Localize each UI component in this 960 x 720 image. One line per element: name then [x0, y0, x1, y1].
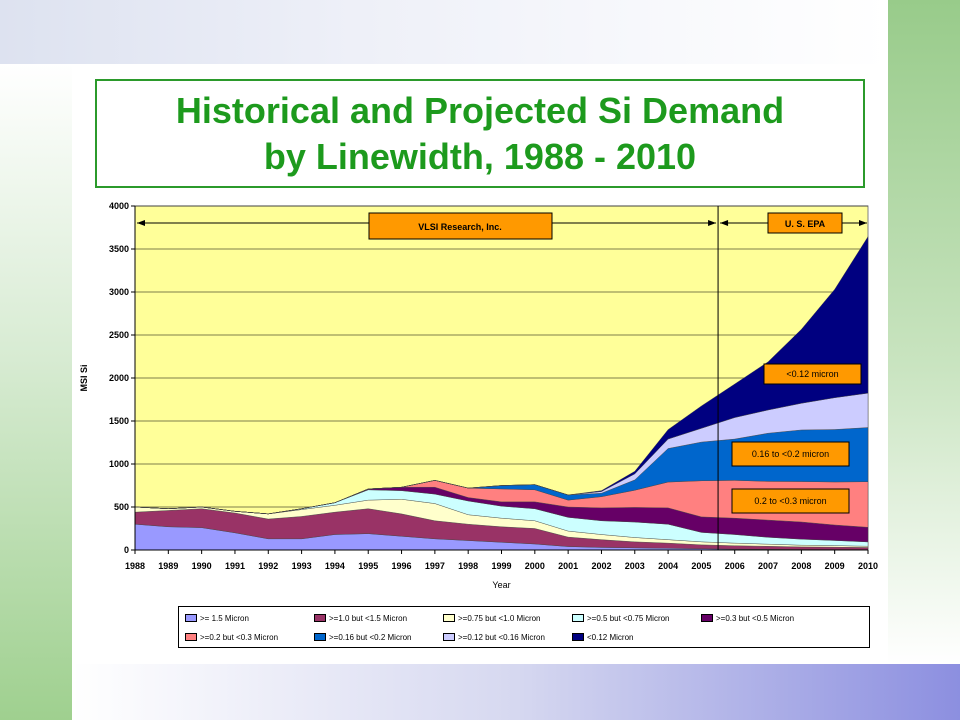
x-axis-label: Year	[492, 580, 510, 590]
legend-item: >=0.75 but <1.0 Micron	[443, 614, 572, 623]
y-tick-label: 3500	[109, 244, 129, 254]
right-accent-bar	[888, 0, 960, 664]
callout-lt-0-12-label: <0.12 micron	[786, 369, 838, 379]
source-left-arrowhead-end	[708, 220, 717, 226]
x-tick-label: 2010	[858, 561, 878, 571]
x-tick-label: 2008	[791, 561, 811, 571]
legend-swatch	[185, 633, 197, 641]
callout-0-2-0-3-label: 0.2 to <0.3 micron	[754, 496, 826, 506]
x-tick-label: 1994	[325, 561, 345, 571]
left-accent-bar	[0, 64, 72, 720]
title-line-2: by Linewidth, 1988 - 2010	[263, 135, 697, 177]
y-tick-label: 3000	[109, 287, 129, 297]
source-left-box	[368, 212, 553, 240]
x-tick-label: 2000	[525, 561, 545, 571]
y-tick-label: 1000	[109, 459, 129, 469]
source-left-arrowhead-start	[137, 220, 145, 226]
x-tick-label: 1989	[158, 561, 178, 571]
x-tick-label: 1990	[192, 561, 212, 571]
x-tick-label: 2001	[558, 561, 578, 571]
source-right-label: U. S. EPA	[785, 219, 826, 229]
callout-0-16-0-2-label: 0.16 to <0.2 micron	[752, 449, 829, 459]
legend-item: <0.12 Micron	[572, 633, 701, 642]
y-tick-label: 4000	[109, 201, 129, 211]
legend-item: >=0.3 but <0.5 Micron	[701, 614, 830, 623]
legend-label: >=1.0 but <1.5 Micron	[329, 613, 408, 623]
legend-item: >=0.5 but <0.75 Micron	[572, 614, 701, 623]
legend-swatch	[701, 614, 713, 622]
y-axis-label: MSI Si	[79, 364, 89, 391]
legend-swatch	[443, 633, 455, 641]
y-tick-label: 2500	[109, 330, 129, 340]
y-tick-label: 1500	[109, 416, 129, 426]
area-series-9	[134, 235, 869, 515]
x-tick-label: 2002	[591, 561, 611, 571]
legend-item: >=0.12 but <0.16 Micron	[443, 633, 572, 642]
callout-0-2-0-3-box	[731, 488, 850, 514]
x-tick-label: 2003	[625, 561, 645, 571]
x-tick-label: 1993	[292, 561, 312, 571]
x-tick-label: 1999	[491, 561, 511, 571]
legend-swatch	[572, 633, 584, 641]
legend-swatch	[185, 614, 197, 622]
x-tick-label: 2005	[691, 561, 711, 571]
stacked-area-chart: 0 500 1000 1500 2000 2500 3000 3500 4000 1988 1989…	[79, 201, 878, 590]
legend-label: >=0.3 but <0.5 Micron	[716, 613, 795, 623]
title-line-1: Historical and Projected Si Demand	[175, 89, 785, 131]
legend-item: >=1.0 but <1.5 Micron	[314, 614, 443, 623]
legend-item: >=0.2 but <0.3 Micron	[185, 633, 314, 642]
callout-lt-0-12-box	[763, 363, 862, 385]
legend-swatch	[443, 614, 455, 622]
x-tick-label: 2004	[658, 561, 678, 571]
legend-item: >= 1.5 Micron	[185, 614, 314, 623]
x-tick-label: 2009	[825, 561, 845, 571]
source-right-box	[767, 212, 843, 234]
legend-label: >= 1.5 Micron	[200, 613, 249, 623]
legend-swatch	[314, 633, 326, 641]
x-tick-label: 1997	[425, 561, 445, 571]
top-accent-bar	[0, 0, 888, 64]
source-left-label: VLSI Research, Inc.	[418, 222, 502, 232]
legend-item: >=0.16 but <0.2 Micron	[314, 633, 443, 642]
x-tick-label: 1992	[258, 561, 278, 571]
y-tick-label: 2000	[109, 373, 129, 383]
x-tick-label: 1995	[358, 561, 378, 571]
callout-0-16-0-2-box	[731, 441, 850, 467]
slide-title: Historical and Projected Si Demand by Li…	[95, 79, 865, 188]
legend-label: >=0.12 but <0.16 Micron	[458, 632, 545, 642]
legend-swatch	[572, 614, 584, 622]
x-tick-label: 2007	[758, 561, 778, 571]
bottom-accent-bar	[72, 664, 960, 720]
legend-swatch	[314, 614, 326, 622]
chart-legend: >= 1.5 Micron >=1.0 but <1.5 Micron >=0.75…	[178, 606, 870, 648]
y-tick-label: 500	[114, 502, 129, 512]
y-tick-label: 0	[124, 545, 129, 555]
legend-label: >=0.16 but <0.2 Micron	[329, 632, 412, 642]
legend-label: >=0.5 but <0.75 Micron	[587, 613, 670, 623]
legend-label: >=0.2 but <0.3 Micron	[200, 632, 279, 642]
source-right-arrowhead-start	[720, 220, 729, 226]
legend-label: >=0.75 but <1.0 Micron	[458, 613, 541, 623]
x-tick-label: 1996	[392, 561, 412, 571]
x-tick-label: 1988	[125, 561, 145, 571]
x-tick-label: 1998	[458, 561, 478, 571]
x-tick-label: 1991	[225, 561, 245, 571]
x-tick-label: 2006	[725, 561, 745, 571]
legend-label: <0.12 Micron	[587, 632, 634, 642]
source-right-arrowhead-end	[859, 220, 867, 226]
